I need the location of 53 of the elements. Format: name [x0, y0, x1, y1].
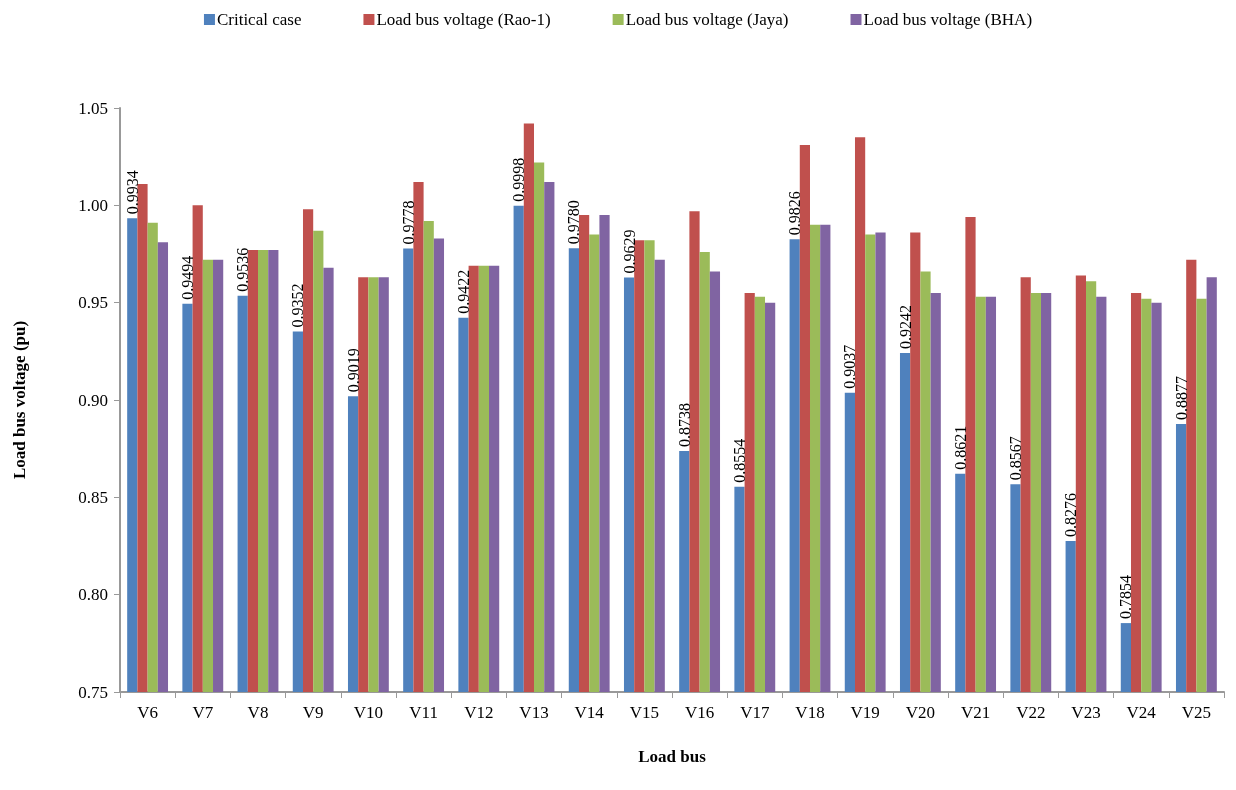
data-label: 0.9422	[454, 269, 472, 314]
data-label: 0.8554	[730, 438, 748, 483]
x-tick-label: V6	[137, 703, 158, 722]
x-tick-label: V7	[192, 703, 214, 722]
x-tick-label: V24	[1126, 703, 1157, 722]
data-label: 0.9780	[565, 200, 583, 245]
data-label: 0.9037	[841, 344, 859, 389]
x-tick-label: V19	[850, 703, 880, 722]
x-tick-label: V11	[409, 703, 438, 722]
data-label: 0.9019	[344, 348, 362, 393]
data-label: 0.9934	[123, 170, 141, 215]
legend-label: Load bus voltage (Rao-1)	[376, 10, 551, 29]
data-label: 0.8567	[1006, 436, 1024, 481]
data-label: 0.9242	[896, 304, 914, 349]
x-tick-label: V18	[795, 703, 825, 722]
data-label: 0.9494	[178, 255, 196, 300]
x-tick-label: V22	[1016, 703, 1046, 722]
x-axis-title: Load bus	[638, 747, 707, 766]
legend-label: Load bus voltage (Jaya)	[625, 10, 789, 29]
x-tick-label: V25	[1181, 703, 1212, 722]
data-label: 0.9629	[620, 229, 638, 274]
x-tick-label: V17	[740, 703, 770, 722]
y-tick-label: 0.75	[78, 682, 108, 702]
x-tick-label: V14	[574, 703, 605, 722]
data-label: 0.9536	[234, 247, 252, 292]
data-label: 0.9352	[289, 283, 307, 328]
data-label: 0.7854	[1117, 575, 1135, 620]
y-axis-title: Load bus voltage (pu)	[10, 320, 29, 480]
data-label: 0.9778	[399, 200, 417, 245]
x-tick-label: V12	[464, 703, 494, 722]
x-tick-label: V8	[247, 703, 269, 722]
data-label: 0.8276	[1062, 492, 1080, 537]
legend-label: Critical case	[216, 10, 302, 29]
y-tick-label: 0.90	[78, 390, 108, 410]
data-label: 0.9998	[510, 157, 528, 202]
data-label: 0.8738	[675, 403, 693, 447]
y-tick-label: 1.05	[78, 98, 108, 118]
y-tick-label: 0.80	[78, 585, 108, 605]
data-label: 0.8877	[1172, 375, 1190, 420]
y-tick-label: 0.85	[78, 487, 108, 507]
legend-label: Load bus voltage (BHA)	[863, 10, 1033, 29]
y-tick-label: 1.00	[78, 195, 108, 215]
x-tick-label: V13	[519, 703, 549, 722]
x-tick-label: V23	[1071, 703, 1101, 722]
x-tick-label: V15	[629, 703, 660, 722]
x-tick-label: V21	[960, 703, 991, 722]
y-tick-label: 0.95	[78, 293, 108, 313]
data-label: 0.9826	[786, 191, 804, 236]
x-tick-label: V16	[684, 703, 715, 722]
x-tick-label: V10	[353, 703, 384, 722]
data-label: 0.8621	[951, 425, 969, 470]
x-tick-label: V9	[302, 703, 324, 722]
x-tick-label: V20	[905, 703, 936, 722]
